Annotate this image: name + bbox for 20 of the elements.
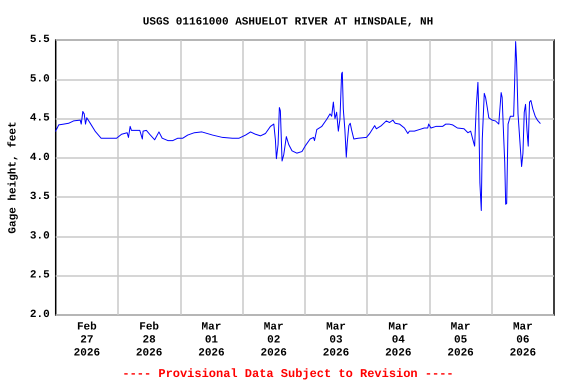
text: ---- Provisional Data Subject to Revision ---- <box>122 367 454 381</box>
y-tick-label: 3.5 <box>30 191 50 204</box>
x-tick-label: Feb 27 2026 <box>74 322 100 360</box>
x-tick-label: Mar 01 2026 <box>198 322 225 360</box>
x-tick-label: Feb 28 2026 <box>136 322 162 360</box>
y-tick-label: 4.5 <box>30 112 50 125</box>
chart-title: USGS 01161000 ASHUELOT RIVER AT HINSDALE, NH <box>142 16 434 28</box>
x-tick-label: Mar 05 2026 <box>447 322 474 360</box>
y-axis-title: Gage height, feet <box>6 121 20 234</box>
y-tick-label: 5.5 <box>30 34 50 46</box>
x-tick-label: Mar 02 2026 <box>260 322 287 360</box>
x-tick-label: Mar 06 2026 <box>510 322 536 360</box>
x-tick-label: Mar 04 2026 <box>385 322 412 360</box>
y-tick-label: 5.0 <box>30 73 50 86</box>
y-tick-label: 2.0 <box>30 309 50 321</box>
y-tick-label: 3.0 <box>30 230 50 242</box>
y-tick-label: 2.5 <box>30 270 50 282</box>
y-tick-label: 4.0 <box>30 152 50 164</box>
x-tick-label: Mar 03 2026 <box>322 322 350 360</box>
line-series <box>55 41 541 211</box>
